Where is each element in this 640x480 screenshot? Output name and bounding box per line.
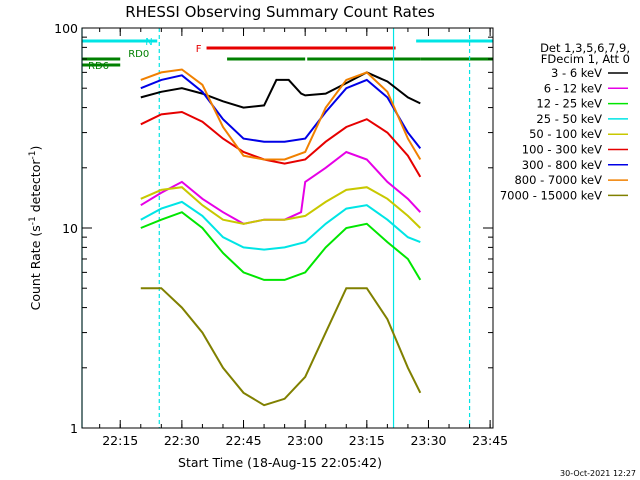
- y-axis-label-sup1: -1: [28, 216, 38, 225]
- x-tick-label: 23:00: [287, 433, 323, 448]
- flag-label-n: N: [145, 37, 152, 48]
- timestamp: 30-Oct-2021 12:27: [560, 469, 636, 478]
- legend-entry-label: 12 - 25 keV: [536, 97, 602, 111]
- x-tick-label: 22:45: [226, 433, 262, 448]
- legend-entry-label: 25 - 50 keV: [536, 112, 602, 126]
- y-axis-label-part3: ): [28, 146, 43, 151]
- legend-entry-label: 3 - 6 keV: [551, 66, 602, 80]
- y-axis-ticks: 1 10 100: [54, 21, 493, 436]
- legend-entry-label: 6 - 12 keV: [544, 81, 602, 95]
- x-tick-label: 23:45: [472, 433, 508, 448]
- series-line-12-25-kev: [140, 211, 422, 281]
- legend-header-line: FDecim 1, Att 0: [541, 52, 630, 66]
- x-axis-label: Start Time (18-Aug-15 22:05:42): [178, 455, 382, 470]
- legend-header-line: Det 1,3,5,6,7,9,: [540, 41, 630, 55]
- y-tick-label: 100: [54, 21, 78, 36]
- x-tick-label: 23:30: [410, 433, 446, 448]
- series-line-100-300-kev: [140, 110, 422, 178]
- flag-label-f: F: [196, 44, 202, 55]
- cyan-marker-lines: [81, 28, 471, 428]
- x-tick-label: 22:15: [102, 433, 138, 448]
- chart-title: RHESSI Observing Summary Count Rates: [125, 3, 435, 21]
- series-line-50-100-kev: [140, 186, 421, 229]
- legend-entry-label: 800 - 7000 keV: [514, 173, 602, 187]
- series-line-300-800-kev: [140, 74, 422, 150]
- series-line-800-7000-kev: [140, 68, 422, 161]
- x-tick-label: 23:15: [349, 433, 385, 448]
- legend-entry-label: 300 - 800 keV: [522, 158, 602, 172]
- y-axis-label-sup2: -1: [28, 151, 38, 160]
- x-axis-ticks: 22:15 22:30 22:45 23:00 23:15 23:30 23:45: [99, 28, 508, 448]
- legend: Det 1,3,5,6,7,9,FDecim 1, Att 03 - 6 keV…: [500, 41, 630, 202]
- y-axis-label-part1: Count Rate (s: [28, 225, 43, 310]
- series-lines: [140, 68, 422, 407]
- legend-entry-label: 100 - 300 keV: [522, 143, 602, 157]
- series-line-3-6-kev: [140, 71, 421, 109]
- x-tick-label: 22:30: [164, 433, 200, 448]
- series-line-6-12-kev: [140, 150, 422, 225]
- series-line-7000-15000-kev: [140, 287, 422, 407]
- y-tick-label: 10: [62, 221, 78, 236]
- flag-label-rd6: RD6: [88, 61, 109, 72]
- series-line-25-50-kev: [140, 200, 421, 251]
- flag-bars: N F RD0 RD6: [82, 37, 493, 72]
- legend-entry-label: 50 - 100 keV: [529, 127, 602, 141]
- flag-label-rd0: RD0: [128, 49, 149, 60]
- y-tick-label: 1: [70, 421, 78, 436]
- y-axis-label: Count Rate (s-1 detector-1): [28, 146, 43, 311]
- legend-entry-label: 7000 - 15000 keV: [500, 188, 602, 202]
- y-axis-label-part2: detector: [28, 159, 43, 217]
